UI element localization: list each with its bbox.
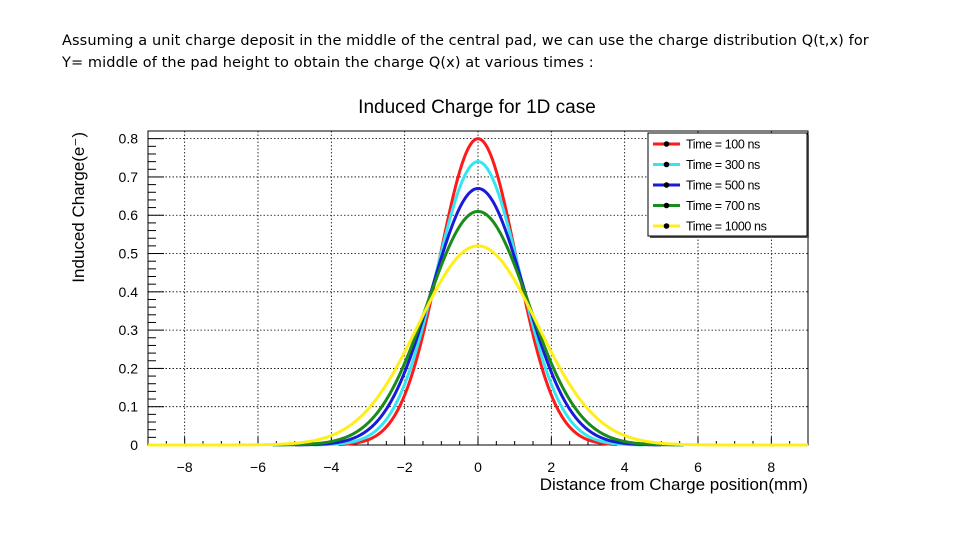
x-tick-label: 4 [621, 459, 629, 475]
chart-title: Induced Charge for 1D case [358, 97, 596, 118]
legend-label: Time = 1000 ns [686, 220, 767, 234]
caption-line-1: Assuming a unit charge deposit in the mi… [62, 33, 869, 49]
series-line-3 [272, 209, 684, 447]
y-tick-label: 0.2 [119, 360, 139, 376]
x-tick-label: −2 [397, 459, 413, 475]
caption: Assuming a unit charge deposit in the mi… [62, 30, 922, 74]
y-tick-label: 0.5 [119, 246, 139, 262]
legend: Time = 100 ns Time = 300 ns Time = 500 ns T… [647, 132, 809, 238]
x-tick-label: 0 [474, 459, 482, 475]
y-tick-label: 0.8 [119, 131, 139, 147]
y-tick-label: 0.6 [119, 207, 139, 223]
y-tick-labels: 0 0.1 0.2 0.3 0.4 0.5 0.6 0.7 0.8 [119, 131, 139, 453]
legend-marker [663, 161, 670, 168]
x-tick-label: −8 [177, 459, 193, 475]
x-tick-label: 2 [547, 459, 555, 475]
series-line-0 [338, 137, 618, 447]
series-line-1 [312, 160, 644, 447]
legend-label: Time = 300 ns [686, 158, 760, 172]
legend-label: Time = 500 ns [686, 179, 760, 193]
legend-marker [663, 202, 670, 209]
x-tick-label: 6 [694, 459, 702, 475]
y-axis-title: Induced Charge(e⁻) [69, 132, 88, 283]
series-line-4 [148, 244, 808, 447]
y-tick-label: 0 [130, 437, 138, 453]
legend-marker [663, 182, 670, 188]
series-line-2 [294, 186, 662, 447]
x-tick-labels: −8 −6 −4 −2 0 2 4 6 8 [177, 459, 776, 475]
y-tick-label: 0.7 [119, 169, 139, 185]
legend-label: Time = 700 ns [686, 199, 760, 213]
legend-marker [663, 223, 670, 229]
x-tick-label: −4 [323, 459, 339, 475]
x-tick-label: −6 [250, 459, 266, 475]
x-axis-title: Distance from Charge position(mm) [540, 475, 808, 494]
series-layer [148, 137, 808, 447]
legend-label: Time = 100 ns [686, 138, 760, 152]
legend-marker [663, 141, 670, 147]
x-tick-label: 8 [767, 459, 775, 475]
y-tick-label: 0.3 [119, 322, 139, 338]
caption-line-2: Y= middle of the pad height to obtain th… [62, 55, 594, 71]
y-tick-label: 0.4 [119, 284, 139, 300]
y-tick-label: 0.1 [119, 399, 139, 415]
